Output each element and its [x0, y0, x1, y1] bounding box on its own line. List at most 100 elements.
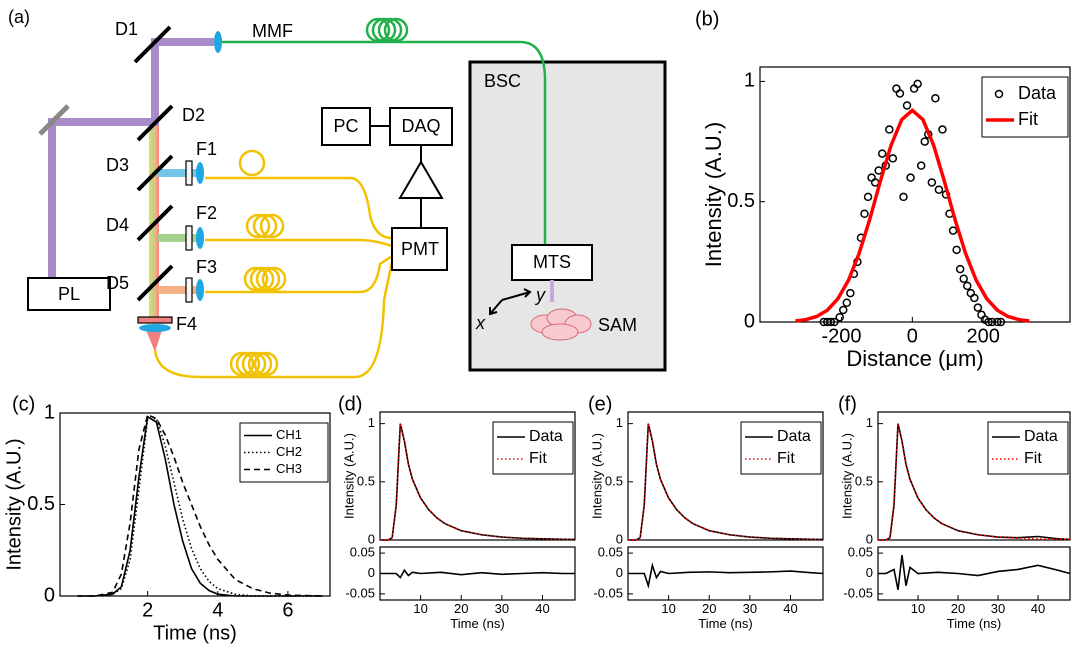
y-tick-label: 0.5 [27, 493, 55, 515]
y-tick-label: 1 [44, 401, 55, 423]
data-point [973, 303, 983, 312]
legend-box [239, 422, 329, 483]
x-tick-label: 200 [967, 325, 1000, 347]
chart: (f) 0 0.5 1 Intensity (A.U.) Data Fit [838, 393, 1071, 546]
y-tick-label: 0.05 [350, 545, 375, 560]
x-axis-label: Distance (μm) [846, 346, 983, 371]
y-tick-label: 0 [866, 531, 873, 546]
label: PC [333, 116, 358, 136]
mirrors [133, 25, 174, 302]
data-point [877, 149, 887, 158]
x-tick-label: 30 [991, 601, 1005, 616]
data-line [380, 568, 575, 579]
filter [137, 316, 173, 324]
data-point [959, 274, 968, 283]
x-tick-label: -200 [821, 325, 861, 347]
chart: (e) 0 0.5 1 Intensity (A.U.) Data Fit [588, 393, 824, 546]
y-tick-label: 0.5 [727, 190, 755, 212]
data-line [878, 423, 1071, 541]
x-tick-label: 10 [911, 601, 925, 616]
data-line [77, 413, 324, 597]
chart: (c) 0 0.5 1 2 4 6 Intensity (A.U.) Time (ns) CH1 C… [3, 393, 331, 644]
sample [530, 308, 592, 341]
legend-label: Fit [1024, 450, 1042, 467]
x-axis-label: Time (ns) [450, 616, 504, 631]
data-point [888, 154, 898, 163]
chart: 0.05 0 -0.05 10 20 30 40 Time (ns) [843, 545, 1071, 631]
data-point [996, 317, 1006, 327]
label: SAM [598, 315, 637, 335]
filters [185, 160, 193, 303]
data-point [952, 245, 961, 255]
y-axis-label: Intensity (A.U.) [341, 433, 356, 519]
data-point [920, 137, 929, 146]
x-tick-label: 40 [783, 601, 797, 616]
data-line [628, 423, 824, 541]
x-tick-label: 4 [212, 599, 223, 621]
data-point [902, 101, 912, 110]
legend-label: CH2 [276, 444, 302, 459]
panel-label: (c) [12, 393, 35, 415]
label: D3 [106, 155, 129, 175]
fibers [153, 149, 394, 379]
boxes [27, 107, 593, 311]
y-tick-label: 0 [44, 584, 55, 606]
legend-label: Fit [777, 450, 795, 467]
legend-label: Data [529, 428, 563, 445]
legend-label: Data [1018, 83, 1057, 103]
legend-box [987, 421, 1069, 475]
data-point [931, 94, 940, 103]
data-point [860, 209, 869, 218]
legend-label: Fit [529, 450, 547, 467]
data-point [863, 192, 873, 202]
label: F3 [196, 257, 217, 277]
data-point [948, 226, 958, 235]
y-axis-label: Intensity (A.U.) [589, 433, 604, 519]
label: PMT [401, 239, 439, 259]
label: F4 [176, 314, 197, 334]
x-tick-label: 40 [1031, 601, 1045, 616]
legend-label: Data [1024, 428, 1058, 445]
label: F2 [196, 203, 217, 223]
wires [370, 125, 422, 228]
diagram-labels: (a) D1 MMF BSC D2 PC DAQ D3 F1 D4 F2 PMT… [8, 7, 637, 335]
label: DAQ [401, 116, 440, 136]
legend-box [740, 421, 822, 475]
legend-label: Fit [1018, 109, 1038, 129]
y-tick-label: 1 [368, 415, 375, 430]
data-point [927, 178, 937, 187]
label: F1 [196, 139, 217, 159]
y-tick-label: 0 [744, 310, 755, 332]
legend-box [981, 76, 1069, 138]
axes-arrows [489, 288, 532, 316]
x-axis-label: Time (ns) [947, 616, 1001, 631]
data-point [987, 317, 997, 327]
data-point [899, 192, 908, 202]
chart: (b) 0 0.5 1 -200 0 200 Intensity (A.U.) Distance… [695, 8, 1071, 371]
label: PL [58, 284, 80, 304]
data-point [916, 161, 926, 170]
diagram: (a) D1 MMF BSC D2 PC DAQ D3 F1 D4 F2 PMT… [8, 7, 667, 379]
data-point [963, 281, 972, 291]
y-tick-label: -0.05 [843, 585, 873, 600]
y-tick-label: 0.05 [848, 545, 873, 560]
mirror [38, 104, 70, 136]
x-tick-label: 2 [142, 599, 153, 621]
chart: (d) 0 0.5 1 Intensity (A.U.) Data Fit [338, 393, 576, 546]
lenses [139, 31, 222, 332]
legend-label: CH1 [276, 427, 302, 442]
data-point [895, 89, 905, 98]
data-point [885, 125, 894, 134]
data-point [835, 312, 844, 322]
data-point [984, 317, 993, 327]
y-axis-label: Intensity (A.U.) [3, 438, 25, 570]
y-tick-label: 0.5 [855, 473, 873, 488]
chart: 0.05 0 -0.05 10 20 30 40 Time (ns) [345, 545, 576, 631]
x-tick-label: 0 [907, 325, 918, 347]
data-line [380, 423, 576, 541]
label: D4 [106, 215, 129, 235]
x-axis-label: Time (ns) [153, 622, 237, 644]
data-point [970, 293, 979, 303]
data-point [830, 317, 839, 327]
label: BSC [484, 71, 521, 91]
